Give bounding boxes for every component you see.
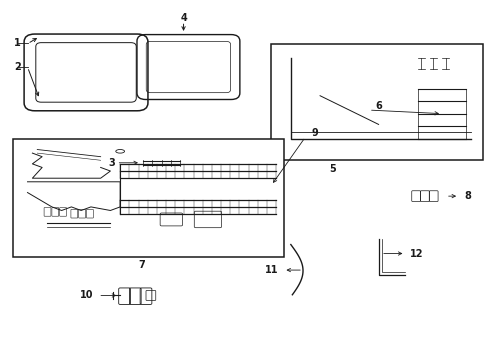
Text: 8: 8 bbox=[463, 191, 470, 201]
Text: 2: 2 bbox=[14, 62, 21, 72]
Bar bbox=[13, 139, 283, 257]
Text: 12: 12 bbox=[409, 248, 423, 258]
Text: 4: 4 bbox=[180, 13, 186, 23]
Text: 6: 6 bbox=[374, 102, 381, 112]
Bar bbox=[271, 44, 483, 160]
Text: 5: 5 bbox=[328, 164, 335, 174]
Text: 9: 9 bbox=[311, 129, 318, 138]
Text: 7: 7 bbox=[139, 260, 145, 270]
Text: 11: 11 bbox=[264, 265, 278, 275]
Text: 3: 3 bbox=[108, 158, 115, 168]
Text: 1: 1 bbox=[14, 38, 21, 48]
Text: 10: 10 bbox=[80, 291, 93, 301]
